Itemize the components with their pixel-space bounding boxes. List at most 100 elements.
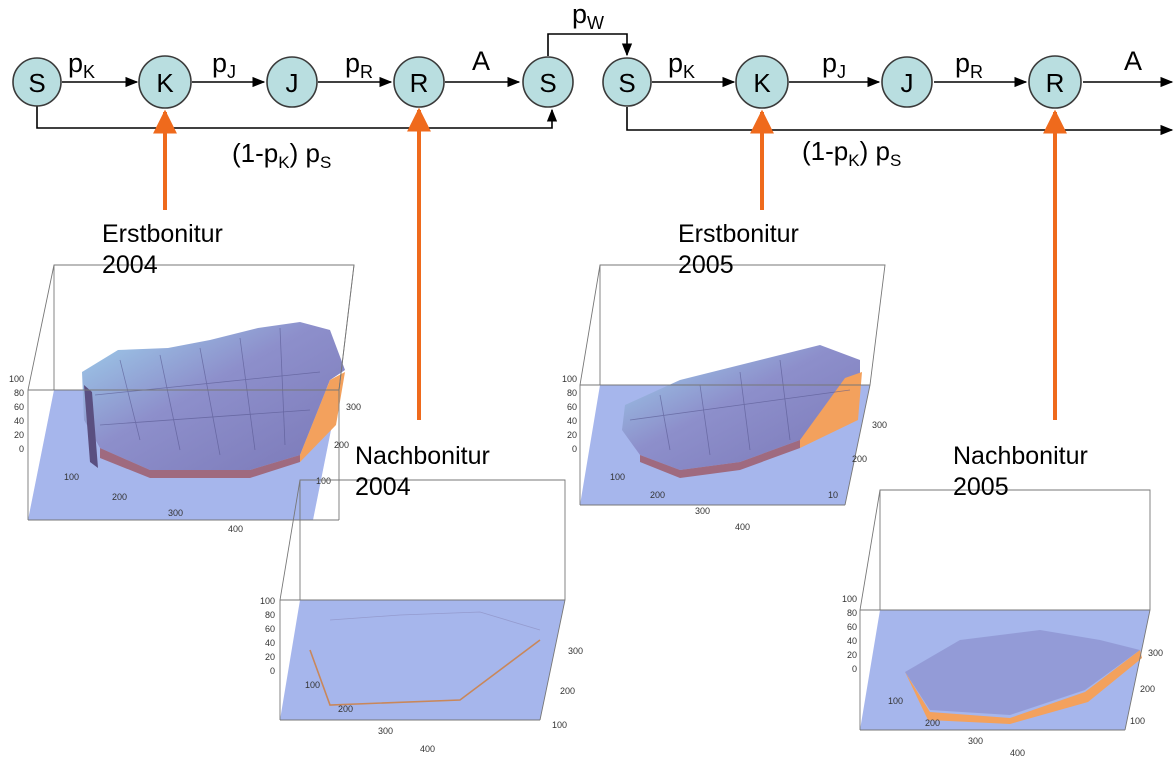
- node-label: R: [410, 68, 429, 98]
- svg-text:200: 200: [925, 718, 940, 728]
- svg-text:40: 40: [567, 416, 577, 426]
- node-r-2004: R: [393, 56, 445, 108]
- transition-labels: pK pJ pR A pW pK pJ pR A (1-pK) pS (1-pK…: [68, 0, 1142, 172]
- survey-year: 2005: [678, 251, 734, 279]
- survey-title: Erstbonitur: [102, 220, 223, 248]
- svg-text:300: 300: [968, 736, 983, 746]
- svg-text:20: 20: [14, 430, 24, 440]
- svg-text:300: 300: [1148, 648, 1163, 658]
- node-label: J: [901, 68, 914, 98]
- svg-text:100: 100: [1130, 716, 1145, 726]
- survey-title: Erstbonitur: [678, 220, 799, 248]
- svg-text:80: 80: [265, 610, 275, 620]
- svg-text:300: 300: [346, 402, 361, 412]
- svg-text:60: 60: [265, 624, 275, 634]
- svg-text:40: 40: [14, 416, 24, 426]
- svg-text:100: 100: [842, 594, 857, 604]
- arrow-skip-2005: [626, 107, 1174, 136]
- survey-label-nach-2004: Nachbonitur 2004: [355, 441, 490, 503]
- z-axis-ticks: 100 80 60 40 20 0: [562, 374, 577, 454]
- label-skip-2004: (1-pK) pS: [232, 138, 331, 172]
- svg-text:0: 0: [270, 666, 275, 676]
- svg-text:100: 100: [260, 596, 275, 606]
- svg-text:40: 40: [847, 636, 857, 646]
- survey-title: Nachbonitur: [953, 442, 1088, 470]
- observation-arrows: [153, 107, 1067, 420]
- svg-text:0: 0: [852, 664, 857, 674]
- y-axis-ticks: 300 200 10: [828, 420, 887, 500]
- label-pj-2004: pJ: [212, 48, 236, 82]
- label-pr-2004: pR: [345, 48, 373, 82]
- svg-text:10: 10: [828, 490, 838, 500]
- node-s-2005: S: [602, 57, 652, 107]
- svg-text:200: 200: [112, 492, 127, 502]
- survey-year: 2004: [102, 251, 158, 279]
- label-pw: pW: [572, 0, 604, 33]
- node-label: S: [618, 68, 635, 98]
- svg-text:100: 100: [552, 720, 567, 730]
- node-label: K: [753, 68, 771, 98]
- x-axis-ticks: 100 200 300 400: [610, 472, 750, 532]
- surface-plot-nach-2005: 100 80 60 40 20 0 100 200 300 400 300 20…: [842, 489, 1163, 758]
- arrow-skip-2004: [36, 106, 558, 129]
- node-label: S: [28, 68, 45, 98]
- x-axis-ticks: 100 200 300 400: [888, 696, 1025, 758]
- svg-text:300: 300: [568, 646, 583, 656]
- svg-text:100: 100: [305, 680, 320, 690]
- surface-plot-nach-2004: 100 80 60 40 20 0 100 200 300 400 300 20…: [260, 479, 583, 754]
- label-pr-2005: pR: [955, 48, 983, 82]
- svg-text:200: 200: [338, 704, 353, 714]
- svg-text:400: 400: [1010, 748, 1025, 758]
- svg-text:200: 200: [1140, 684, 1155, 694]
- svg-text:300: 300: [872, 420, 887, 430]
- arrow-winter: [547, 33, 633, 57]
- survey-label-erst-2005: Erstbonitur 2005: [678, 219, 799, 281]
- svg-text:20: 20: [567, 430, 577, 440]
- svg-text:60: 60: [14, 402, 24, 412]
- svg-text:20: 20: [265, 652, 275, 662]
- z-axis-ticks: 100 80 60 40 20 0: [842, 594, 857, 674]
- y-axis-ticks: 300 200 100: [316, 402, 361, 486]
- node-r-2005: R: [1028, 55, 1082, 109]
- svg-text:0: 0: [572, 444, 577, 454]
- svg-text:100: 100: [610, 472, 625, 482]
- node-k-2004: K: [138, 55, 192, 109]
- node-k-2005: K: [735, 55, 789, 109]
- survey-title: Nachbonitur: [355, 442, 490, 470]
- svg-text:100: 100: [64, 472, 79, 482]
- svg-text:80: 80: [14, 388, 24, 398]
- svg-text:20: 20: [847, 650, 857, 660]
- svg-text:200: 200: [650, 490, 665, 500]
- survey-year: 2004: [355, 473, 411, 501]
- surface-plot-erst-2005: 100 80 60 40 20 0 100 200 300 400 300 20…: [562, 264, 887, 532]
- node-j-2004: J: [266, 56, 318, 108]
- label-pk-2005: pK: [668, 48, 695, 82]
- svg-text:200: 200: [334, 440, 349, 450]
- label-skip-2005: (1-pK) pS: [802, 136, 901, 170]
- z-axis-ticks: 100 80 60 40 20 0: [260, 596, 275, 676]
- flow-arrows-2004: [36, 76, 558, 129]
- node-label: S: [539, 68, 556, 98]
- svg-text:80: 80: [847, 608, 857, 618]
- node-j-2005: J: [881, 56, 933, 108]
- label-a-2004: A: [472, 46, 490, 76]
- svg-text:0: 0: [19, 444, 24, 454]
- svg-text:400: 400: [735, 522, 750, 532]
- svg-text:80: 80: [567, 388, 577, 398]
- node-s-end-2004: S: [522, 56, 574, 108]
- label-pk-2004: pK: [68, 48, 95, 82]
- svg-text:300: 300: [378, 726, 393, 736]
- flow-arrows-2005: [626, 76, 1174, 136]
- label-a-2005: A: [1124, 46, 1142, 76]
- svg-text:400: 400: [228, 524, 243, 534]
- surface-plot-erst-2004: 100 80 60 40 20 0 100 200 300 400 300 20…: [9, 264, 361, 534]
- svg-text:300: 300: [168, 508, 183, 518]
- z-axis-ticks: 100 80 60 40 20 0: [9, 374, 24, 454]
- node-label: K: [156, 68, 174, 98]
- svg-text:200: 200: [852, 454, 867, 464]
- survey-year: 2005: [953, 473, 1009, 501]
- svg-text:200: 200: [560, 686, 575, 696]
- svg-text:100: 100: [9, 374, 24, 384]
- svg-text:400: 400: [420, 744, 435, 754]
- svg-text:100: 100: [316, 476, 331, 486]
